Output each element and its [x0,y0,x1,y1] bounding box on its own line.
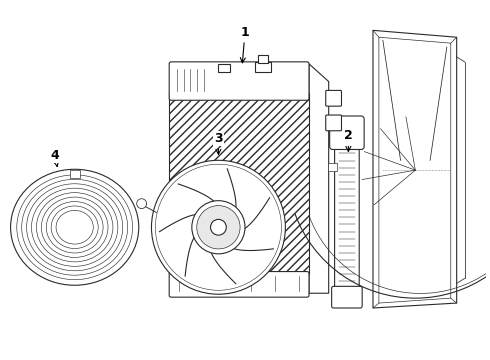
Bar [169,93,309,274]
Bar [258,55,268,63]
Text: 1: 1 [240,26,249,63]
Text: 3: 3 [214,132,223,154]
Bar [255,62,270,72]
Circle shape [211,219,226,235]
FancyBboxPatch shape [169,62,309,100]
Circle shape [137,199,147,208]
Bar [219,64,230,72]
Circle shape [192,201,245,254]
Bar [169,93,309,274]
FancyBboxPatch shape [332,286,362,308]
Text: 2: 2 [344,129,353,151]
Text: 5: 5 [0,359,1,360]
FancyBboxPatch shape [330,116,364,149]
Polygon shape [309,64,329,293]
FancyBboxPatch shape [326,115,342,131]
Circle shape [197,206,240,249]
Text: 4: 4 [50,149,59,166]
Circle shape [151,160,285,294]
FancyBboxPatch shape [335,140,359,294]
Bar [328,163,337,171]
FancyBboxPatch shape [326,90,342,106]
FancyBboxPatch shape [169,271,309,297]
Polygon shape [373,30,457,308]
Bar [70,170,79,178]
